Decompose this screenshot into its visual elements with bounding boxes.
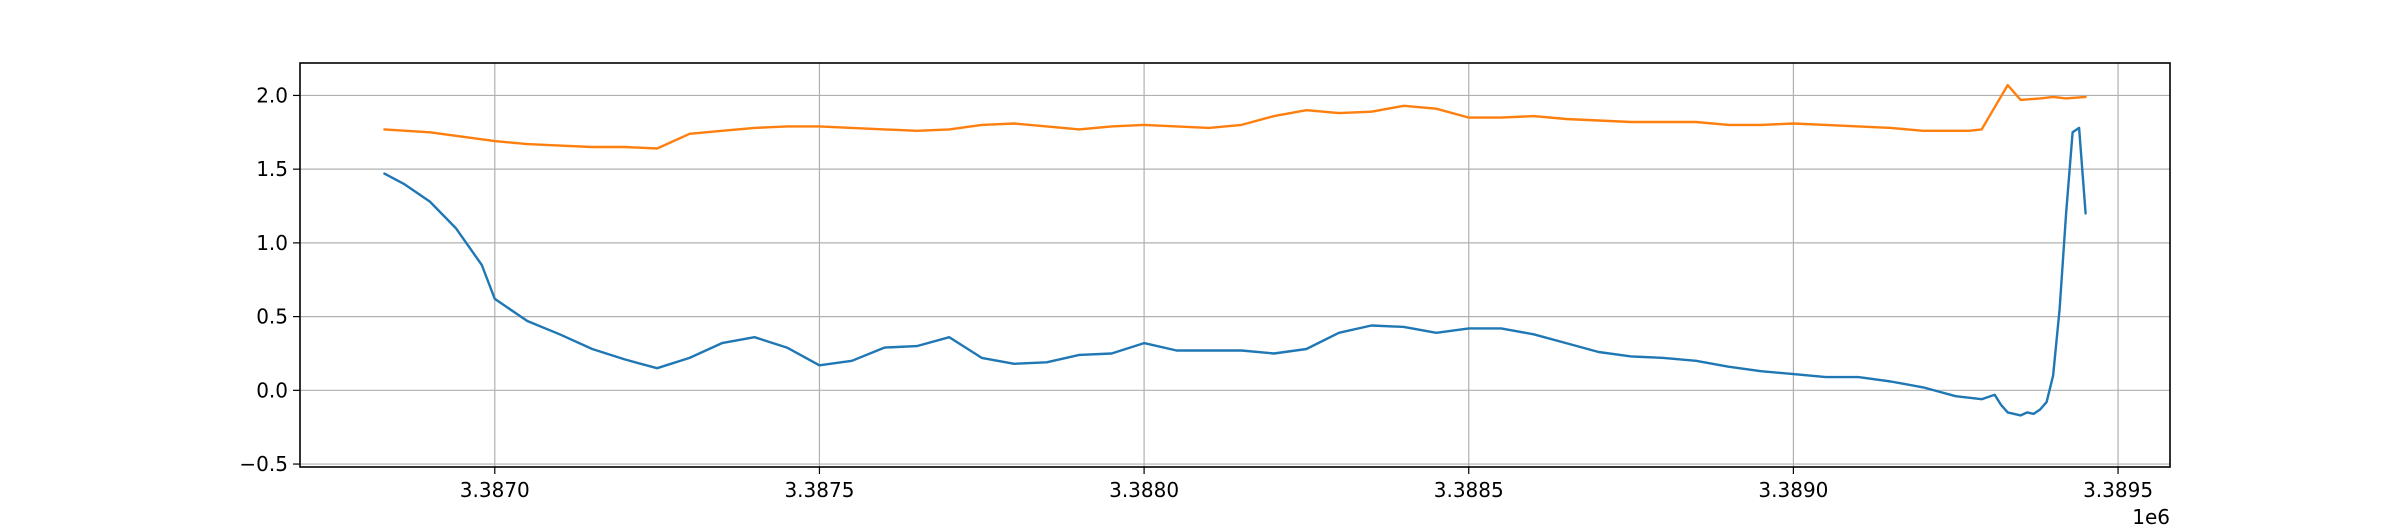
x-tick-label: 3.3875 (784, 478, 854, 502)
series-layer (383, 83, 2087, 417)
x-tick-label: 3.3870 (460, 478, 530, 502)
x-tick-label: 3.3895 (2083, 478, 2153, 502)
series-line-2 (383, 83, 2087, 150)
y-tick-label: 1.5 (256, 157, 288, 181)
series-line-1 (383, 126, 2087, 417)
y-tick-label: 0.0 (256, 378, 288, 402)
y-tick-label: 0.5 (256, 305, 288, 329)
tick-layer: 3.3870 3.3875 3.3880 3.3885 3.3890 3.3895 −0.5… (239, 83, 2153, 502)
x-offset-label: 1e6 (2132, 505, 2170, 525)
y-tick-label: −0.5 (239, 452, 288, 476)
x-tick-label: 3.3885 (1434, 478, 1504, 502)
y-tick-label: 1.0 (256, 231, 288, 255)
x-tick-label: 3.3890 (1758, 478, 1828, 502)
grid-layer (300, 63, 2170, 467)
y-tick-label: 2.0 (256, 83, 288, 107)
plot-frame (299, 62, 2171, 468)
x-tick-label: 3.3880 (1109, 478, 1179, 502)
